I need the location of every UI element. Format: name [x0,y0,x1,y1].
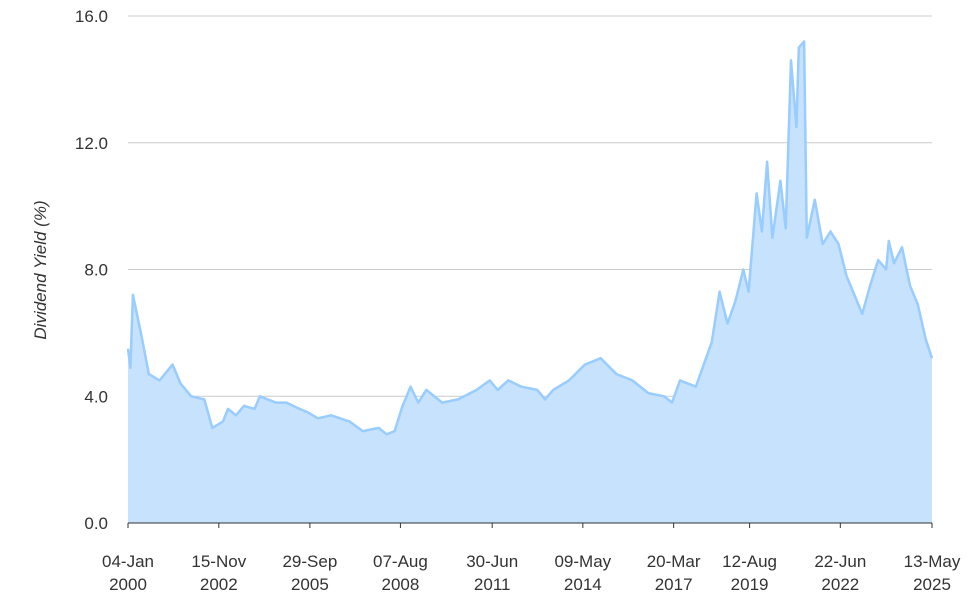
y-tick-label: 8.0 [84,261,108,280]
y-tick-label: 12.0 [75,134,108,153]
x-tick-label: 2011 [474,575,511,594]
x-tick-label: 15-Nov [191,552,246,571]
x-tick-label: 04-Jan [102,552,154,571]
x-tick-label: 22-Jun [814,552,866,571]
y-tick-label: 0.0 [84,514,108,533]
y-axis-label: Dividend Yield (%) [31,200,50,339]
y-tick-label: 4.0 [84,387,108,406]
x-tick-label: 29-Sep [282,552,337,571]
y-tick-label: 16.0 [75,7,108,26]
x-tick-label: 2014 [564,575,602,594]
x-tick-label: 2019 [731,575,769,594]
x-tick-label: 2022 [821,575,859,594]
x-tick-label: 13-May [904,552,961,571]
x-tick-label: 07-Aug [373,552,428,571]
x-tick-label: 30-Jun [466,552,518,571]
x-tick-label: 2008 [382,575,420,594]
x-tick-label: 09-May [554,552,611,571]
area [128,41,932,524]
x-tick-label: 12-Aug [722,552,777,571]
x-tick-label: 2002 [200,575,238,594]
x-tick-label: 2017 [655,575,693,594]
x-tick-label: 2005 [291,575,329,594]
x-tick-label: 2000 [109,575,147,594]
x-tick-label: 20-Mar [647,552,701,571]
line [126,40,934,436]
x-tick-label: 2025 [913,575,951,594]
